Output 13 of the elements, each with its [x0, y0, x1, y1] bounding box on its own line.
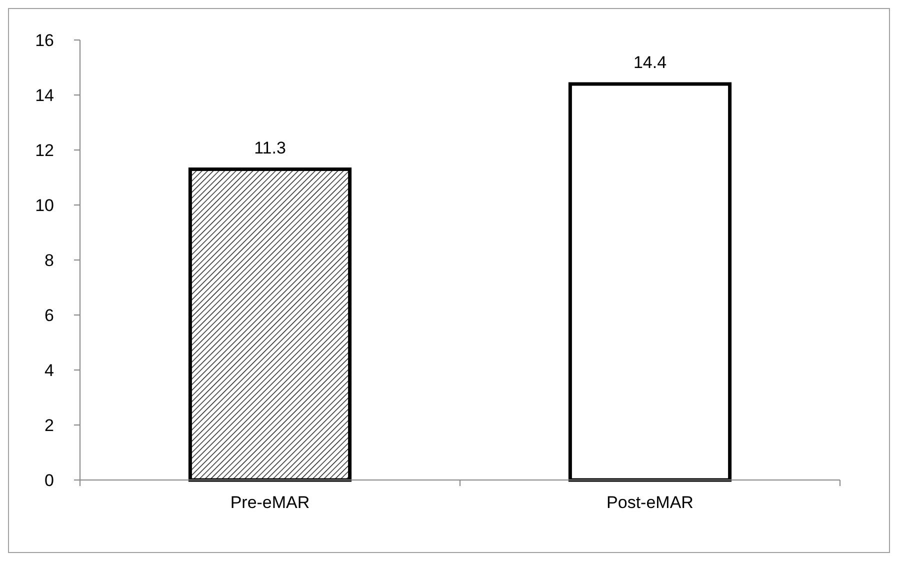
data-label: 14.4	[633, 53, 667, 72]
y-tick-label: 4	[44, 360, 54, 380]
y-tick-label: 6	[44, 306, 54, 325]
y-tick-label: 0	[44, 470, 54, 490]
y-tick-label: 8	[44, 250, 54, 270]
x-tick-label: Pre-eMAR	[230, 493, 310, 512]
x-tick-label: Post-eMAR	[606, 493, 694, 512]
y-tick-label: 2	[44, 416, 54, 435]
y-tick-label: 10	[35, 196, 54, 215]
y-tick-label: 16	[35, 30, 54, 50]
y-tick-label: 14	[35, 86, 54, 105]
y-tick-label: 12	[35, 140, 54, 160]
data-label: 11.3	[254, 138, 286, 158]
